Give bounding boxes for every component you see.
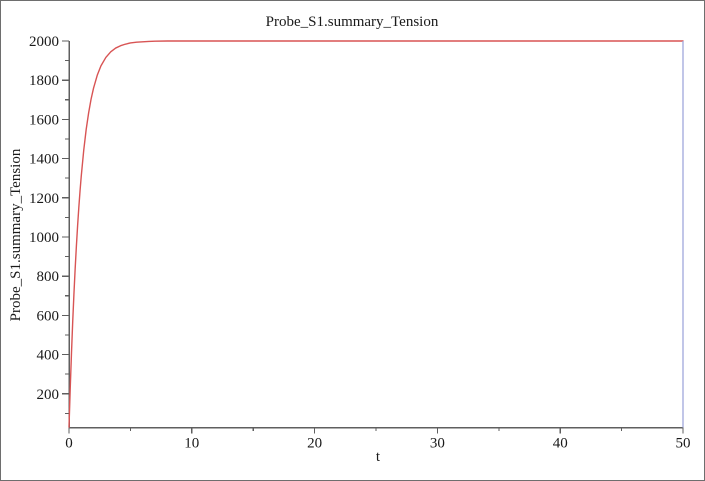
x-tick-label: 50 (676, 436, 691, 452)
y-tick-label: 1800 (29, 73, 59, 89)
y-tick-label: 1400 (29, 152, 59, 168)
tension-curve (68, 40, 684, 428)
y-tick-label: 400 (37, 348, 60, 364)
y-tick-label: 1600 (29, 112, 59, 128)
x-tick-label: 0 (65, 436, 73, 452)
y-tick-label: 2000 (29, 34, 59, 50)
x-tick-label: 30 (430, 436, 445, 452)
y-axis-label: Probe_S1.summary_Tension (8, 148, 24, 321)
y-tick-label: 200 (37, 387, 60, 403)
tick-labels: 200 400 600 800 1000 1200 1400 1600 1800 2000 0 10 2… (29, 34, 691, 452)
plot-area[interactable] (69, 41, 683, 428)
x-tick-label: 20 (307, 436, 322, 452)
x-tick-label: 40 (553, 436, 568, 452)
x-axis-label: t (376, 449, 381, 465)
y-tick-label: 1200 (29, 191, 59, 207)
y-tick-label: 1000 (29, 230, 59, 246)
y-tick-label: 800 (37, 269, 60, 285)
x-tick-label: 10 (184, 436, 199, 452)
plot-title: Probe_S1.summary_Tension (266, 14, 439, 30)
axis-ticks (62, 40, 684, 434)
y-tick-label: 600 (37, 308, 60, 324)
